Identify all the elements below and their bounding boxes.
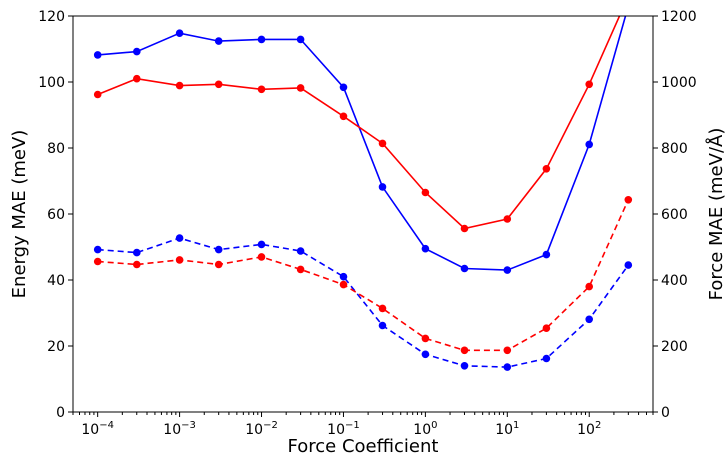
- series-0-point: [133, 47, 141, 56]
- series-3-point: [460, 346, 469, 355]
- series-1-point: [214, 80, 223, 89]
- series-1-point: [503, 215, 512, 223]
- series-1-point: [296, 84, 305, 92]
- series-1-point: [542, 165, 551, 173]
- series-0-point: [296, 35, 305, 44]
- right-y-tick-label: 0: [661, 405, 670, 421]
- series-2-point: [421, 350, 430, 359]
- series-1-point: [93, 90, 102, 99]
- plot-frame: [72, 15, 654, 413]
- x-tick-label: 101: [495, 420, 519, 438]
- x-tick-label: 102: [577, 420, 601, 438]
- x-axis-title: Force Coefficient: [288, 436, 439, 457]
- series-1-point: [421, 188, 430, 197]
- series-0-point: [460, 264, 469, 273]
- left-y-tick-label: 40: [47, 273, 65, 289]
- series-3-point: [624, 196, 633, 204]
- series-1-point: [460, 224, 469, 233]
- series-0-point: [421, 244, 430, 253]
- x-tick-label: 10−2: [245, 420, 278, 438]
- series-0-point: [93, 51, 102, 59]
- series-2-point: [503, 363, 512, 371]
- series-0-point: [542, 250, 551, 259]
- left-y-tick-label: 20: [47, 339, 65, 355]
- right-y-axis-title: Force MAE (meV/Å): [705, 128, 727, 301]
- series-2-point: [460, 362, 469, 370]
- series-0-point: [585, 140, 593, 149]
- left-y-tick-label: 100: [38, 75, 65, 91]
- right-y-tick-label: 1000: [661, 75, 697, 91]
- x-tick-label: 10−4: [81, 420, 114, 438]
- left-y-tick-label: 60: [47, 207, 65, 223]
- series-2-point: [542, 354, 551, 363]
- series-3-point: [503, 346, 512, 355]
- series-3-point: [421, 334, 430, 343]
- series-2-point: [339, 272, 348, 281]
- series-0-point: [175, 29, 184, 37]
- series-0-point: [378, 183, 387, 191]
- series-2-point: [214, 245, 223, 254]
- series-3-point: [339, 280, 348, 289]
- series-3-line: [97, 199, 630, 352]
- series-3-point: [257, 253, 266, 261]
- series-2-point: [296, 247, 305, 255]
- left-y-tick-label: 120: [38, 9, 65, 25]
- series-3-point: [133, 260, 141, 269]
- x-tick-label: 100: [413, 420, 437, 438]
- series-1-point: [175, 81, 184, 90]
- x-tick-label: 10−3: [163, 420, 196, 438]
- series-2-point: [257, 240, 266, 249]
- series-1-point: [257, 85, 266, 94]
- series-3-point: [93, 257, 102, 266]
- series-2-point: [378, 321, 387, 330]
- left-y-tick-label: 0: [56, 405, 65, 421]
- right-y-tick-label: 1200: [661, 9, 697, 25]
- series-1-point: [378, 139, 387, 148]
- series-2-point: [133, 248, 141, 257]
- series-1-point: [133, 74, 141, 83]
- series-3-point: [585, 282, 593, 291]
- axes-layer: 10−4 10−3 10−2 10−1 100 101 102 0 20 40 60 80 100 120…: [38, 9, 696, 438]
- x-tick-label: 10−1: [327, 420, 360, 438]
- series-0-point: [257, 35, 266, 44]
- left-y-tick-label: 80: [47, 141, 65, 157]
- series-2-point: [175, 234, 184, 242]
- series-0-line: [97, 16, 627, 271]
- series-2-line: [97, 237, 629, 368]
- right-y-tick-label: 200: [661, 339, 688, 355]
- series-2-point: [624, 261, 633, 269]
- series-0-point: [625, 2, 633, 10]
- series-0-point: [214, 37, 223, 45]
- right-y-tick-label: 400: [661, 273, 688, 289]
- series-1-point: [585, 80, 593, 89]
- series-layer: [93, 2, 633, 371]
- right-y-tick-label: 800: [661, 141, 688, 157]
- series-3-point: [542, 324, 551, 333]
- series-3-point: [175, 256, 184, 264]
- series-1-point: [339, 112, 348, 121]
- right-y-tick-label: 600: [661, 207, 688, 223]
- left-y-axis-title: Energy MAE (meV): [9, 130, 30, 299]
- series-2-point: [585, 315, 593, 324]
- series-3-point: [296, 265, 305, 274]
- series-3-point: [214, 260, 223, 269]
- series-0-point: [503, 266, 512, 274]
- series-0-point: [339, 83, 348, 92]
- series-3-point: [378, 304, 387, 313]
- series-2-point: [93, 245, 102, 254]
- series-1-line: [97, 16, 621, 230]
